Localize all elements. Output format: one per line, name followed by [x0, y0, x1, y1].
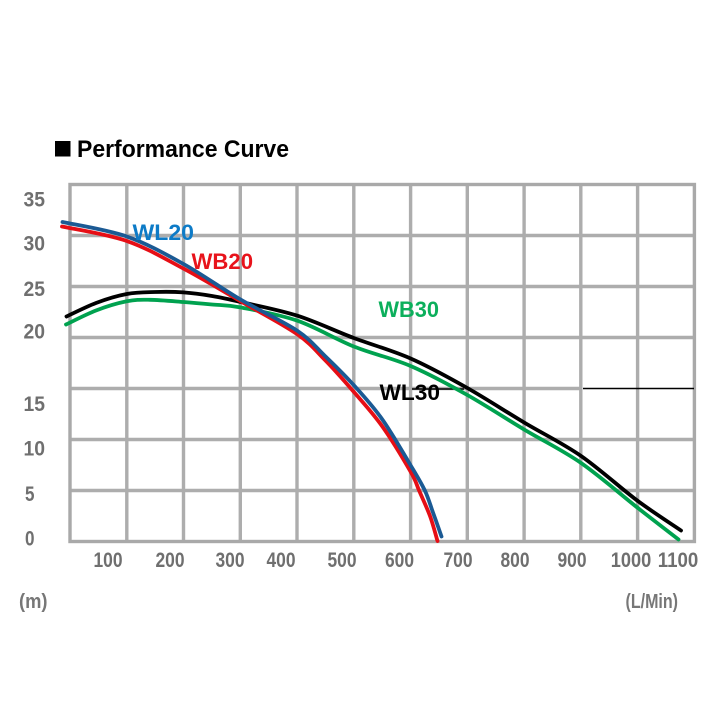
svg-text:800: 800 [501, 549, 530, 572]
svg-text:30: 30 [24, 233, 46, 256]
svg-text:1100: 1100 [658, 549, 699, 572]
svg-text:5: 5 [25, 483, 35, 506]
svg-text:400: 400 [267, 549, 296, 572]
svg-text:15: 15 [24, 393, 46, 416]
svg-text:1000: 1000 [611, 549, 652, 572]
svg-text:100: 100 [94, 549, 123, 572]
svg-text:35: 35 [24, 188, 46, 211]
svg-text:600: 600 [385, 549, 414, 572]
svg-text:Performance Curve: Performance Curve [77, 136, 289, 163]
svg-text:700: 700 [444, 549, 473, 572]
svg-text:WB30: WB30 [379, 297, 440, 322]
svg-text:20: 20 [24, 321, 46, 344]
svg-text:200: 200 [156, 549, 185, 572]
svg-text:WB20: WB20 [192, 249, 254, 274]
svg-text:10: 10 [24, 437, 46, 460]
svg-text:(L/Min): (L/Min) [626, 591, 679, 613]
svg-text:0: 0 [25, 528, 35, 551]
svg-text:WL30: WL30 [380, 380, 441, 405]
svg-text:300: 300 [216, 549, 245, 572]
svg-text:25: 25 [24, 278, 46, 301]
svg-text:WL20: WL20 [133, 220, 195, 245]
svg-text:900: 900 [558, 549, 587, 572]
svg-text:500: 500 [328, 549, 357, 572]
svg-text:(m): (m) [19, 591, 48, 613]
